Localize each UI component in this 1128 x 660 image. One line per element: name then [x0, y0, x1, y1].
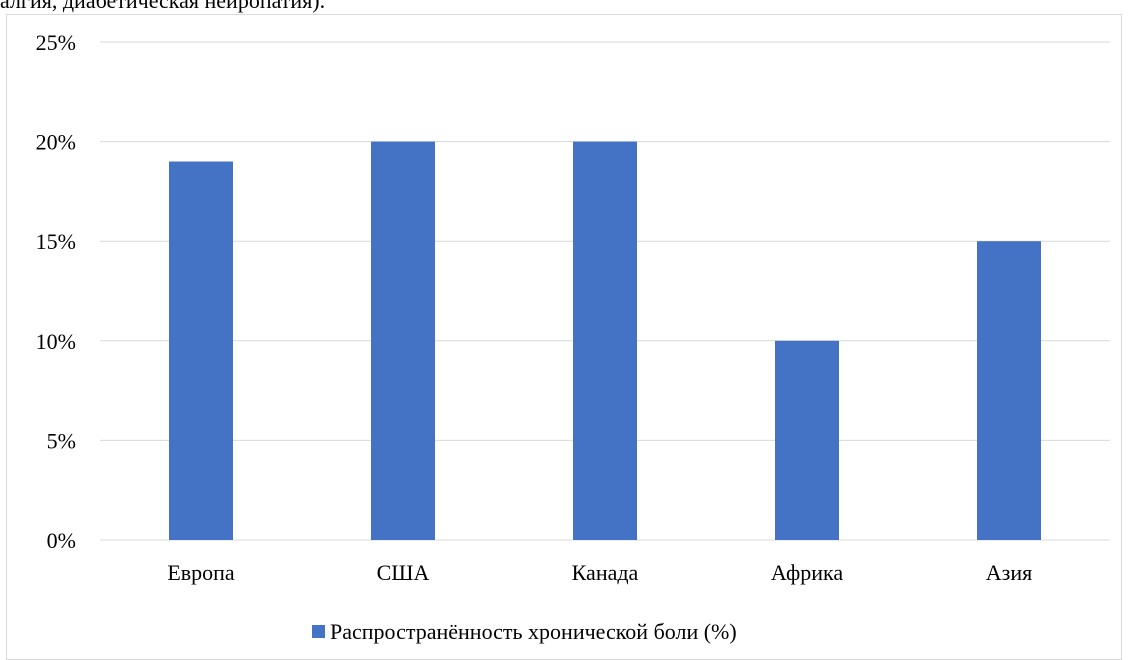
x-category-label: Африка [771, 560, 843, 585]
legend-label: Распространённость хронической боли (%) [330, 619, 737, 644]
x-axis-category-labels: Европа США Канада Африка Азия [167, 560, 1032, 585]
y-tick-label: 25% [36, 30, 76, 55]
bar [977, 241, 1041, 540]
caption-fragment: алгия, диабетическая нейропатия). [0, 0, 326, 13]
y-tick-label: 20% [36, 130, 76, 155]
x-category-label: США [377, 560, 430, 585]
y-tick-label: 5% [47, 428, 76, 453]
bar [775, 340, 839, 540]
legend: Распространённость хронической боли (%) [312, 619, 737, 644]
legend-swatch [312, 625, 325, 638]
bars [169, 141, 1041, 540]
y-tick-label: 15% [36, 229, 76, 254]
y-tick-label: 0% [47, 528, 76, 553]
y-axis-tick-labels: 0% 5% 10% 15% 20% 25% [36, 30, 76, 553]
x-category-label: Азия [986, 560, 1032, 585]
bar [169, 161, 233, 540]
bar [371, 141, 435, 540]
x-category-label: Канада [572, 560, 639, 585]
x-category-label: Европа [167, 560, 235, 585]
y-tick-label: 10% [36, 329, 76, 354]
bar [573, 141, 637, 540]
